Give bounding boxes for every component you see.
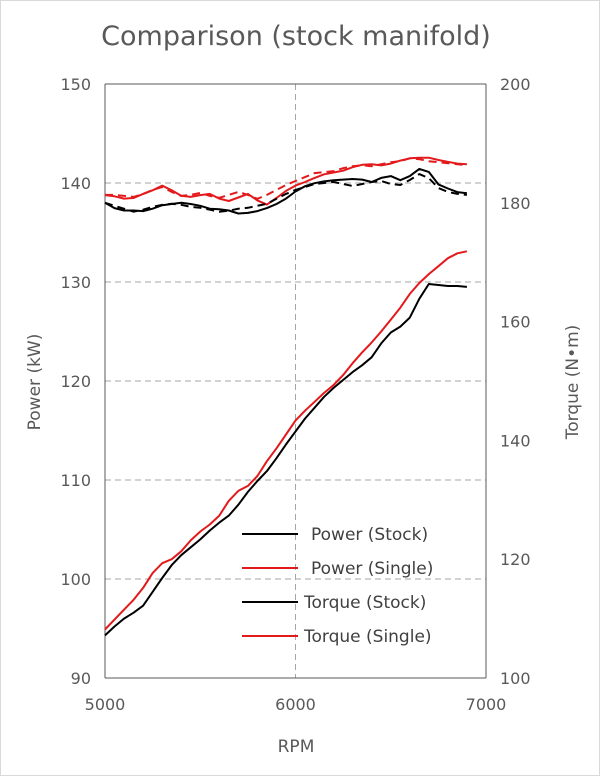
- legend-label: Power (Stock): [311, 525, 428, 545]
- x-tick-label: 7000: [466, 695, 507, 714]
- y2-tick-label: 100: [500, 669, 531, 688]
- y2-tick-label: 120: [500, 550, 531, 569]
- series-lines: [104, 156, 468, 637]
- legend: Power (Stock) Power (Single) Torque (Stock…: [242, 525, 433, 647]
- y2-tick-label: 180: [500, 194, 531, 213]
- y2-tick-label: 200: [500, 75, 531, 94]
- legend-label: Torque (Stock): [303, 593, 426, 613]
- axes: [104, 83, 487, 679]
- tick-labels: 90 100 110 120 130 140 150 5000 6000 7000 100 120 14…: [60, 75, 530, 714]
- y-tick-label: 110: [60, 471, 91, 490]
- y2-tick-label: 160: [500, 313, 531, 332]
- y-tick-label: 100: [60, 570, 91, 589]
- y-tick-label: 140: [60, 174, 91, 193]
- series-line-4: [104, 173, 468, 213]
- legend-label: Power (Single): [311, 559, 433, 579]
- series-line-2: [104, 167, 468, 215]
- series-line-1: [104, 250, 468, 631]
- chart-title: Comparison (stock manifold): [101, 21, 491, 52]
- x-tick-label: 6000: [275, 695, 316, 714]
- legend-label: Torque (Single): [303, 627, 432, 647]
- y-tick-label: 120: [60, 372, 91, 391]
- y-axis-title: Power (kW): [25, 334, 45, 431]
- y-tick-label: 130: [60, 273, 91, 292]
- series-line-5: [105, 157, 468, 200]
- y2-axis-title: Torque (N•m): [563, 325, 583, 441]
- y-tick-label: 150: [60, 75, 91, 94]
- grid-lines: [105, 84, 486, 678]
- x-tick-label: 5000: [85, 695, 126, 714]
- y2-tick-label: 140: [500, 431, 531, 450]
- x-axis-title: RPM: [278, 737, 315, 757]
- series-line-0: [104, 283, 467, 637]
- y-tick-label: 90: [71, 669, 91, 688]
